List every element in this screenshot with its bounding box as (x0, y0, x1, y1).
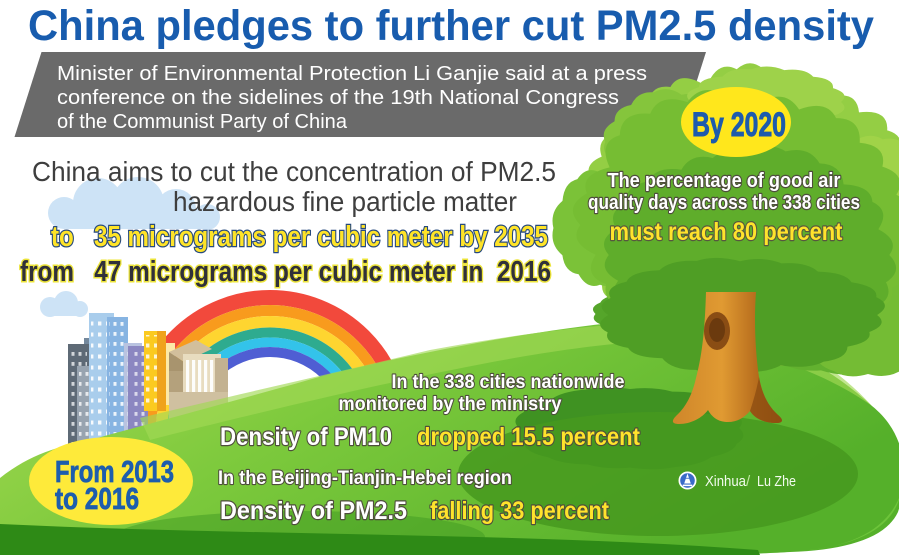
svg-text:Xinhua: Xinhua (705, 473, 747, 490)
svg-text:The percentage of good air: The percentage of good air (608, 170, 841, 192)
svg-text:From 2013: From 2013 (55, 454, 174, 489)
svg-text:quality days across the 338 ci: quality days across the 338 cities (588, 192, 860, 214)
svg-text:In the Beijing-Tianjin-Hebei r: In the Beijing-Tianjin-Hebei region (218, 467, 512, 489)
svg-text:Density of PM10: Density of PM10 (220, 423, 392, 451)
svg-text:In the 338 cities nationwide: In the 338 cities nationwide (392, 371, 625, 393)
svg-text:Minister of Environmental Prot: Minister of Environmental Protection Li … (57, 62, 647, 85)
svg-text:China pledges to further cut P: China pledges to further cut PM2.5 densi… (28, 3, 874, 50)
svg-text:to 2016: to 2016 (55, 481, 139, 516)
svg-text:to 35 micrograms per cubic m: to 35 micrograms per cubic meter by 2035 (51, 221, 548, 253)
svg-text:Lu Zhe: Lu Zhe (757, 473, 796, 490)
svg-text:of the Communist Party of Chin: of the Communist Party of China (57, 110, 348, 133)
svg-text:from 47 micrograms per cubic: from 47 micrograms per cubic meter in 20… (20, 256, 551, 288)
svg-text:hazardous fine particle matter: hazardous fine particle matter (173, 186, 517, 217)
svg-text:Density of PM2.5: Density of PM2.5 (220, 497, 407, 525)
svg-text:dropped 15.5 percent: dropped 15.5 percent (417, 423, 641, 451)
svg-text:monitored by the ministry: monitored by the ministry (339, 393, 562, 415)
svg-text:/: / (746, 473, 751, 490)
svg-text:China aims to cut the concentr: China aims to cut the concentration of P… (32, 156, 556, 187)
svg-text:conference on the sidelines of: conference on the sidelines of the 19th … (57, 86, 619, 109)
svg-text:falling 33 percent: falling 33 percent (430, 497, 610, 525)
svg-text:By 2020: By 2020 (692, 106, 786, 144)
svg-text:must reach 80 percent: must reach 80 percent (610, 218, 844, 246)
